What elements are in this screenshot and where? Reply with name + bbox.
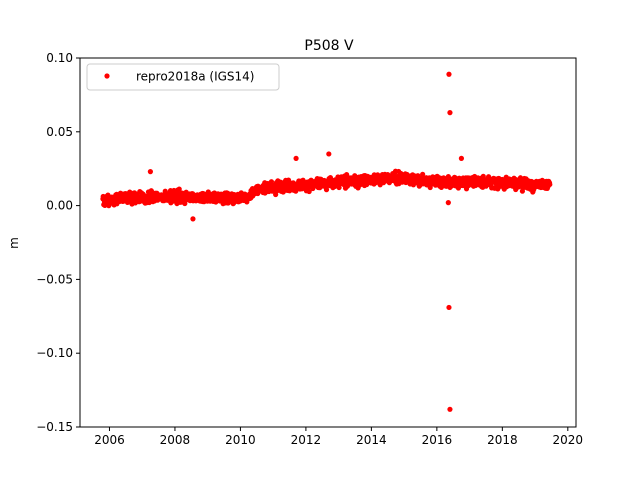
y-tick-label: −0.10 — [36, 346, 73, 360]
data-point — [293, 155, 299, 161]
data-point — [323, 187, 330, 193]
y-tick-label: −0.05 — [36, 272, 73, 286]
data-point — [445, 200, 451, 206]
data-point — [306, 188, 312, 195]
data-point — [420, 171, 426, 177]
legend-marker — [104, 73, 110, 79]
data-point — [458, 155, 465, 161]
chart-title: P508 V — [304, 38, 354, 54]
data-point — [190, 216, 196, 222]
x-tick-label: 2018 — [487, 433, 518, 447]
y-tick-label: 0.00 — [46, 199, 73, 213]
legend-box — [86, 63, 280, 91]
y-axis: 0.10 0.05 0.00 −0.05 −0.10 −0.15 — [36, 51, 80, 434]
x-tick-label: 2020 — [553, 433, 584, 447]
points-layer — [100, 71, 553, 412]
y-tick-label: 0.05 — [46, 125, 73, 139]
data-point — [446, 71, 452, 77]
y-tick-label: −0.15 — [36, 420, 73, 434]
x-tick-label: 2014 — [356, 433, 387, 447]
data-point — [447, 406, 453, 412]
data-point — [147, 169, 153, 175]
x-tick-label: 2012 — [291, 433, 322, 447]
legend-label: repro2018a (IGS14) — [136, 70, 254, 84]
x-tick-label: 2006 — [94, 433, 125, 447]
y-axis-label: m — [7, 237, 21, 249]
data-point — [176, 186, 182, 192]
data-point — [182, 200, 188, 207]
x-tick-label: 2016 — [422, 433, 453, 447]
data-point — [447, 110, 453, 116]
x-axis: 2006 2008 2010 2012 2014 2016 2018 2020 — [94, 427, 583, 447]
y-tick-label: 0.10 — [46, 51, 73, 65]
legend: repro2018a (IGS14) — [86, 63, 280, 91]
data-point — [326, 151, 332, 157]
data-point — [547, 181, 553, 188]
data-point — [446, 304, 452, 311]
plot-frame — [79, 57, 577, 428]
x-tick-label: 2008 — [160, 433, 191, 447]
x-tick-label: 2010 — [225, 433, 256, 447]
